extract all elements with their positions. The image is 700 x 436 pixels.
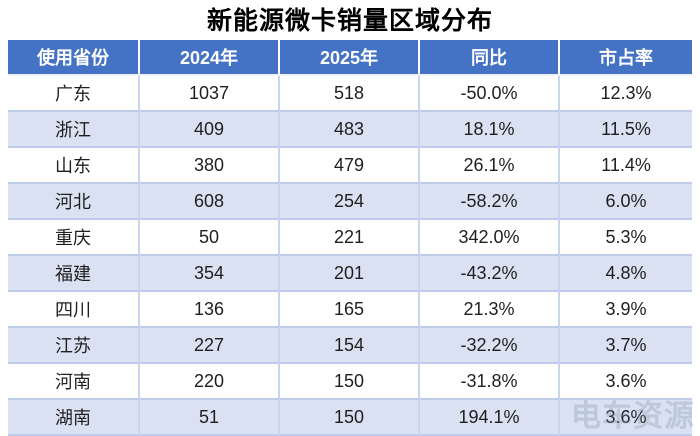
province-cell: 四川 bbox=[8, 292, 140, 328]
value-2025-cell: 479 bbox=[280, 148, 420, 184]
value-2025-cell: 154 bbox=[280, 328, 420, 364]
value-2024-cell: 354 bbox=[140, 256, 280, 292]
share-cell: 3.7% bbox=[560, 328, 692, 364]
province-cell: 河南 bbox=[8, 364, 140, 400]
yoy-cell: 342.0% bbox=[420, 220, 560, 256]
table-row: 四川 136 165 21.3% 3.9% bbox=[8, 292, 692, 328]
value-2025-cell: 165 bbox=[280, 292, 420, 328]
province-cell: 广东 bbox=[8, 76, 140, 112]
table-row: 广东 1037 518 -50.0% 12.3% bbox=[8, 76, 692, 112]
value-2025-cell: 483 bbox=[280, 112, 420, 148]
table-row: 重庆 50 221 342.0% 5.3% bbox=[8, 220, 692, 256]
yoy-cell: -58.2% bbox=[420, 184, 560, 220]
table-row: 山东 380 479 26.1% 11.4% bbox=[8, 148, 692, 184]
share-cell: 3.6% bbox=[560, 400, 692, 436]
column-header-province: 使用省份 bbox=[8, 40, 140, 76]
share-cell: 12.3% bbox=[560, 76, 692, 112]
share-cell: 4.8% bbox=[560, 256, 692, 292]
share-cell: 11.4% bbox=[560, 148, 692, 184]
column-header-2024: 2024年 bbox=[140, 40, 280, 76]
yoy-cell: -43.2% bbox=[420, 256, 560, 292]
table-header-row: 使用省份 2024年 2025年 同比 市占率 bbox=[8, 40, 692, 76]
value-2025-cell: 221 bbox=[280, 220, 420, 256]
column-header-yoy: 同比 bbox=[420, 40, 560, 76]
share-cell: 3.9% bbox=[560, 292, 692, 328]
yoy-cell: -32.2% bbox=[420, 328, 560, 364]
table-body: 广东 1037 518 -50.0% 12.3% 浙江 409 483 18.1% 11.5% 山东… bbox=[8, 76, 692, 436]
share-cell: 11.5% bbox=[560, 112, 692, 148]
value-2024-cell: 50 bbox=[140, 220, 280, 256]
province-cell: 浙江 bbox=[8, 112, 140, 148]
yoy-cell: 26.1% bbox=[420, 148, 560, 184]
value-2025-cell: 254 bbox=[280, 184, 420, 220]
share-cell: 3.6% bbox=[560, 364, 692, 400]
province-cell: 湖南 bbox=[8, 400, 140, 436]
value-2024-cell: 51 bbox=[140, 400, 280, 436]
page-title: 新能源微卡销量区域分布 bbox=[206, 7, 493, 35]
province-cell: 江苏 bbox=[8, 328, 140, 364]
value-2025-cell: 150 bbox=[280, 400, 420, 436]
province-cell: 山东 bbox=[8, 148, 140, 184]
yoy-cell: 194.1% bbox=[420, 400, 560, 436]
province-cell: 重庆 bbox=[8, 220, 140, 256]
column-header-2025: 2025年 bbox=[280, 40, 420, 76]
yoy-cell: -50.0% bbox=[420, 76, 560, 112]
table-row: 浙江 409 483 18.1% 11.5% bbox=[8, 112, 692, 148]
value-2024-cell: 136 bbox=[140, 292, 280, 328]
value-2024-cell: 227 bbox=[140, 328, 280, 364]
province-cell: 河北 bbox=[8, 184, 140, 220]
share-cell: 5.3% bbox=[560, 220, 692, 256]
value-2025-cell: 518 bbox=[280, 76, 420, 112]
value-2024-cell: 380 bbox=[140, 148, 280, 184]
table-row: 湖南 51 150 194.1% 3.6% bbox=[8, 400, 692, 436]
table-row: 福建 354 201 -43.2% 4.8% bbox=[8, 256, 692, 292]
value-2025-cell: 150 bbox=[280, 364, 420, 400]
value-2024-cell: 220 bbox=[140, 364, 280, 400]
table-row: 河南 220 150 -31.8% 3.6% bbox=[8, 364, 692, 400]
sales-table: 使用省份 2024年 2025年 同比 市占率 广东 1037 518 -50.0% 1… bbox=[8, 40, 692, 436]
value-2024-cell: 409 bbox=[140, 112, 280, 148]
table-row: 河北 608 254 -58.2% 6.0% bbox=[8, 184, 692, 220]
table-row: 江苏 227 154 -32.2% 3.7% bbox=[8, 328, 692, 364]
column-header-share: 市占率 bbox=[560, 40, 692, 76]
value-2024-cell: 608 bbox=[140, 184, 280, 220]
province-cell: 福建 bbox=[8, 256, 140, 292]
share-cell: 6.0% bbox=[560, 184, 692, 220]
yoy-cell: -31.8% bbox=[420, 364, 560, 400]
yoy-cell: 18.1% bbox=[420, 112, 560, 148]
yoy-cell: 21.3% bbox=[420, 292, 560, 328]
value-2025-cell: 201 bbox=[280, 256, 420, 292]
value-2024-cell: 1037 bbox=[140, 76, 280, 112]
